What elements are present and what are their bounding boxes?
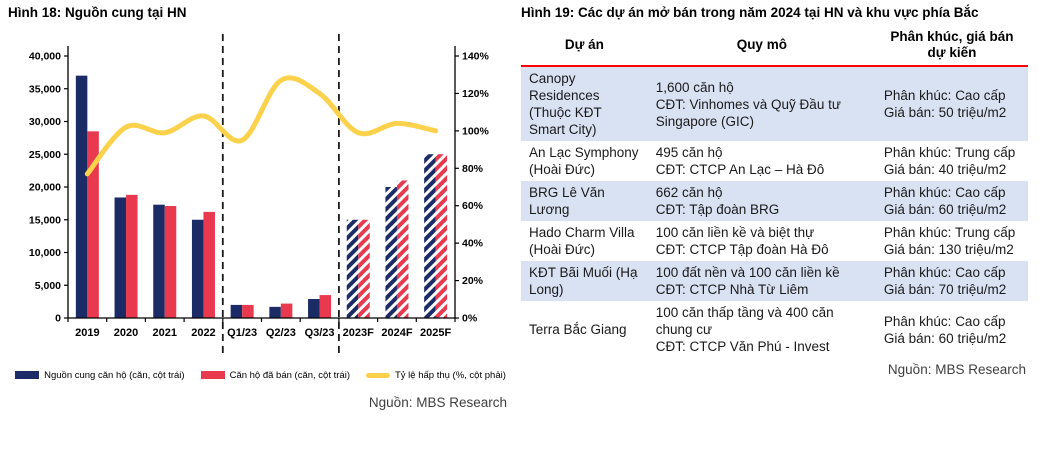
svg-text:140%: 140% [462,50,490,62]
segment-cell: Phân khúc: Trung cấp Giá bán: 130 triệu/… [883,225,1016,258]
segment-cell: Phân khúc: Cao cấp Giá bán: 70 triệu/m2 [875,261,1028,302]
figure18-source: Nguồn: MBS Research [368,394,507,410]
projects-table-body: Canopy Residences (Thuộc KĐT Smart City)… [521,66,1028,358]
table-row: An Lạc Symphony (Hoài Đức) 495 căn hộ CĐT… [521,141,1028,181]
svg-text:2019: 2019 [75,327,99,339]
supply-combo-chart: 0 5,000 10,000 15,000 20,000 25,000 30,000 35,0… [29,33,490,354]
scale-cell: 495 căn hộ CĐT: CTCP An Lạc – Hà Đô [655,145,825,178]
svg-text:Q2/23: Q2/23 [266,327,296,339]
legend-item-supply: Nguồn cung căn hộ (căn, cột trái) [15,369,185,381]
chart-legend: Nguồn cung căn hộ (căn, cột trái) Căn hộ… [8,370,513,381]
figure19-source: Nguồn: MBS Research [887,362,1026,378]
legend-swatch-sold-bar [200,371,225,380]
project-cell: KĐT Bãi Muối (Hạ Long) [521,261,648,302]
scale-cell: 100 căn thấp tầng và 400 căn chung cư CĐ… [655,305,834,355]
table-row: BRG Lê Văn Lương 662 căn hộ CĐT: Tập đoàn… [521,181,1028,222]
svg-text:25,000: 25,000 [29,149,61,161]
legend-swatch-supply-bar [15,371,40,380]
project-cell: An Lạc Symphony (Hoài Đức) [529,145,639,178]
project-cell: BRG Lê Văn Lương [521,181,648,222]
scale-cell: 662 căn hộ CĐT: Tập đoàn BRG [647,181,876,222]
svg-text:15,000: 15,000 [29,214,61,226]
table-row: Canopy Residences (Thuộc KĐT Smart City)… [521,66,1028,142]
project-cell: Hado Charm Villa (Hoài Đức) [529,225,635,258]
segment-cell: Phân khúc: Cao cấp Giá bán: 50 triệu/m2 [875,66,1028,142]
svg-text:120%: 120% [462,88,490,100]
svg-text:20,000: 20,000 [29,181,61,193]
segment-cell: Phân khúc: Cao cấp Giá bán: 60 triệu/m2 [883,313,1007,346]
figure-19-projects-table: Hình 19: Các dự án mở bán trong năm 2024… [519,0,1038,471]
legend-label-sold: Căn hộ đã bán (căn, cột trái) [229,369,350,381]
svg-text:2020: 2020 [114,327,138,339]
svg-text:2024F: 2024F [381,327,412,339]
svg-text:2025F: 2025F [420,327,451,339]
svg-text:60%: 60% [462,200,484,212]
svg-text:20%: 20% [462,275,484,287]
project-cell: Canopy Residences (Thuộc KĐT Smart City) [521,66,648,142]
legend-label-supply: Nguồn cung căn hộ (căn, cột trái) [44,369,185,381]
svg-text:35,000: 35,000 [29,83,61,95]
svg-text:2023F: 2023F [343,327,374,339]
svg-text:2022: 2022 [191,327,215,339]
segment-cell: Phân khúc: Cao cấp Giá bán: 60 triệu/m2 [875,181,1028,222]
projects-table-header: Dự án Quy mô Phân khúc, giá bán dự kiến [521,27,1028,67]
svg-text:80%: 80% [462,163,484,175]
scale-cell: 100 căn liền kề và biệt thự CĐT: CTCP Tậ… [655,225,829,258]
scale-cell: 100 đất nền và 100 căn liền kề CĐT: CTCP… [647,261,876,302]
segment-cell: Phân khúc: Trung cấp Giá bán: 40 triệu/m… [883,145,1016,178]
column-header-segment: Phân khúc, giá bán dự kiến [890,28,1014,61]
svg-text:0: 0 [55,312,61,324]
svg-text:2021: 2021 [153,327,177,339]
scale-cell: 1,600 căn hộ CĐT: Vinhomes và Quỹ Đầu tư… [647,66,876,142]
svg-text:30,000: 30,000 [29,116,61,128]
svg-text:40,000: 40,000 [29,50,61,62]
projects-table: Dự án Quy mô Phân khúc, giá bán dự kiến … [521,27,1028,358]
legend-item-absorption: Tỷ lệ hấp thụ (%, cột phải) [365,369,506,381]
svg-text:100%: 100% [462,125,490,137]
figure-18-supply-chart: Hình 18: Nguồn cung tại HN 0 5,000 10,000 1… [8,5,513,410]
svg-text:5,000: 5,000 [35,280,61,292]
table-row: Hado Charm Villa (Hoài Đức) 100 căn liền … [521,221,1028,261]
column-header-scale: Quy mô [736,36,787,52]
legend-label-absorption: Tỷ lệ hấp thụ (%, cột phải) [394,369,506,381]
svg-text:10,000: 10,000 [29,247,61,259]
legend-item-sold: Căn hộ đã bán (căn, cột trái) [200,369,350,381]
svg-text:Q3/23: Q3/23 [305,327,335,339]
column-header-project: Dự án [564,36,604,52]
svg-text:0%: 0% [462,312,478,324]
table-row: Terra Bắc Giang 100 căn thấp tầng và 400 … [521,301,1028,358]
figure18-title: Hình 18: Nguồn cung tại HN [8,5,187,20]
svg-text:Q1/23: Q1/23 [227,327,257,339]
svg-text:40%: 40% [462,238,484,250]
figure19-title: Hình 19: Các dự án mở bán trong năm 2024… [521,5,979,20]
legend-swatch-absorption-line [365,372,390,378]
project-cell: Terra Bắc Giang [529,322,627,338]
table-row: KĐT Bãi Muối (Hạ Long) 100 đất nền và 100… [521,261,1028,302]
